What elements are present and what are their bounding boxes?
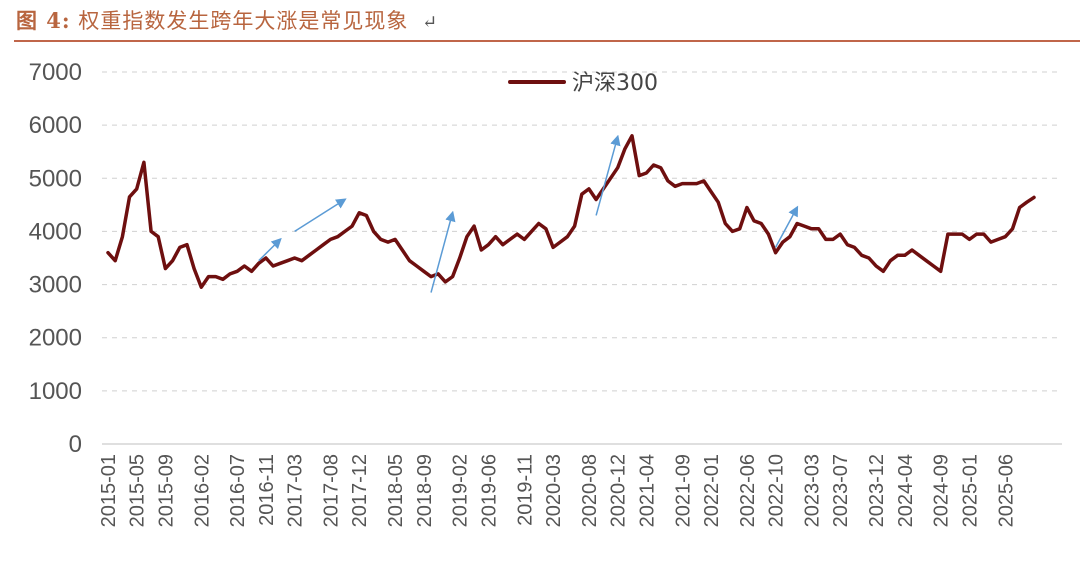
annotation-arrow: [294, 198, 347, 233]
figure-title: 图 4: 权重指数发生跨年大涨是常见现象 ↵: [16, 6, 438, 36]
x-tick-label: 2021-04: [636, 454, 658, 527]
x-tick-label: 2017-12: [349, 454, 371, 527]
legend-label: 沪深300: [572, 71, 658, 96]
x-tick-label: 2017-03: [285, 454, 307, 527]
x-tick-label: 2016-07: [227, 454, 249, 527]
x-tick-label: 2018-09: [414, 454, 436, 527]
annotation-arrows: [258, 134, 799, 293]
x-tick-label: 2015-05: [127, 454, 149, 527]
annotation-arrow: [258, 237, 282, 262]
series-line: [106, 134, 1036, 289]
x-tick-label: 2024-09: [931, 454, 953, 527]
series-layer: [106, 134, 1036, 289]
x-tick-label: 2025-01: [959, 454, 981, 527]
x-tick-label: 2021-09: [672, 454, 694, 527]
x-tick-label: 2019-11: [514, 454, 536, 526]
y-tick-label: 4000: [29, 218, 82, 245]
x-tick-label: 2022-01: [701, 454, 723, 527]
annotation-arrow: [595, 134, 621, 216]
y-tick-label: 1000: [29, 378, 82, 405]
return-mark-icon: ↵: [422, 12, 439, 33]
x-tick-label: 2015-09: [155, 454, 177, 527]
figure-label: 图 4:: [16, 8, 71, 33]
annotation-arrow: [774, 205, 799, 248]
x-tick-label: 2023-12: [866, 454, 888, 527]
y-tick-label: 3000: [29, 272, 82, 299]
figure-title-text: 权重指数发生跨年大涨是常见现象: [78, 9, 409, 33]
x-tick-label: 2016-11: [256, 454, 278, 526]
legend: 沪深300: [508, 71, 658, 96]
x-tick-label: 2019-02: [450, 454, 472, 527]
y-tick-label: 0: [69, 431, 82, 458]
x-axis-ticks: 2015-01 2015-05 2015-09 2016-02 2016-07 2016-…: [98, 454, 1017, 527]
y-tick-label: 2000: [29, 325, 82, 352]
x-tick-label: 2023-07: [830, 454, 852, 527]
x-tick-label: 2022-10: [766, 454, 788, 527]
x-tick-label: 2015-01: [98, 454, 120, 527]
title-rule: [14, 40, 1080, 42]
x-tick-label: 2022-06: [737, 454, 759, 527]
grid-lines: [102, 71, 1062, 445]
x-tick-label: 2018-05: [385, 454, 407, 527]
x-tick-label: 2019-06: [478, 454, 500, 527]
x-tick-label: 2024-04: [895, 454, 917, 527]
x-tick-label: 2023-03: [801, 454, 823, 527]
x-tick-label: 2020-12: [608, 454, 630, 527]
x-tick-label: 2016-02: [191, 454, 213, 527]
y-tick-label: 6000: [29, 112, 82, 139]
x-tick-label: 2025-06: [995, 454, 1017, 527]
y-tick-label: 7000: [29, 59, 82, 86]
y-axis-ticks: 0 1000 2000 3000 4000 5000 6000 7000: [29, 59, 82, 458]
x-tick-label: 2017-08: [321, 454, 343, 527]
y-tick-label: 5000: [29, 165, 82, 192]
annotation-arrow: [430, 210, 456, 293]
x-tick-label: 2020-08: [579, 454, 601, 527]
x-tick-label: 2020-03: [543, 454, 565, 527]
